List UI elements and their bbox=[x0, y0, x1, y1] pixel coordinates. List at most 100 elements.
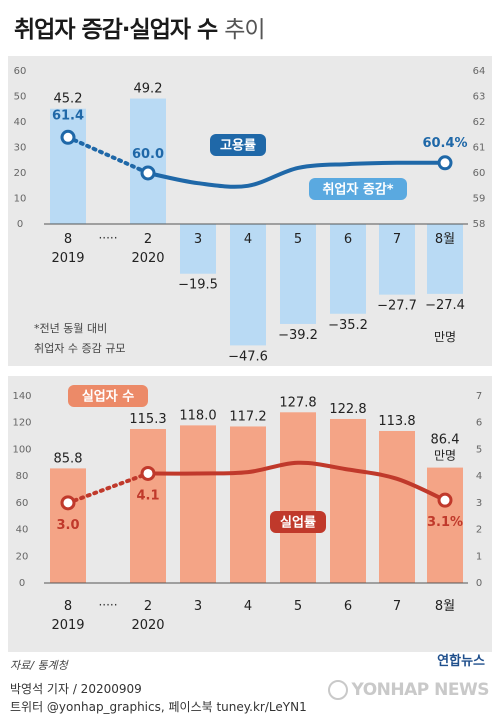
y-tick-left: 0 bbox=[17, 219, 23, 230]
bar bbox=[280, 224, 316, 324]
legend-line-label: 고용률 bbox=[220, 138, 256, 154]
byline: 박영석 기자 / 20200909 bbox=[10, 682, 142, 696]
bar bbox=[180, 425, 216, 583]
y-tick-left: 80 bbox=[16, 471, 29, 482]
y-tick-right: 5 bbox=[476, 444, 482, 455]
employment-chart-panel: 60 50 40 30 20 10 0 64 63 62 61 60 59 58 8 2 3 4 5 6 7 8월 ····… bbox=[8, 56, 492, 366]
yonhap-logo-small: 연합뉴스 bbox=[437, 654, 485, 669]
line-point bbox=[437, 155, 453, 171]
y-tick-left: 20 bbox=[16, 551, 29, 562]
category-label: 6 bbox=[344, 232, 352, 247]
y-tick-right: 2 bbox=[476, 525, 482, 536]
legend-line-label-box bbox=[270, 511, 326, 533]
unemployment-chart: 140 120 100 80 60 40 20 0 7 6 5 4 3 2 1 0 8 2 3 4 5 6 7 8월 ·····… bbox=[12, 385, 482, 633]
bar bbox=[130, 428, 166, 583]
y-tick-right: 3 bbox=[476, 498, 482, 509]
y-tick-right: 4 bbox=[476, 471, 482, 482]
bar bbox=[230, 224, 266, 346]
y-tick-left: 60 bbox=[14, 66, 27, 77]
y-tick-left: 140 bbox=[12, 391, 31, 402]
bar-value-label: 115.3 bbox=[129, 412, 166, 427]
bar bbox=[427, 467, 463, 583]
y-tick-left: 20 bbox=[14, 168, 27, 179]
legend-bar-label-box bbox=[68, 385, 148, 407]
category-label: 8월 bbox=[435, 599, 455, 614]
yonhap-news-logo: YONHAP NEWS bbox=[327, 680, 490, 700]
footnote: 취업자 수 증감 규모 bbox=[34, 342, 125, 355]
line-dotted-segment bbox=[66, 135, 150, 175]
bar-value-label: 45.2 bbox=[54, 92, 83, 107]
y-tick-left: 0 bbox=[19, 578, 25, 589]
y-tick-right: 58 bbox=[473, 219, 486, 230]
category-label: 3 bbox=[194, 599, 202, 614]
line-value-label: 3.1% bbox=[427, 515, 463, 530]
y-tick-left: 40 bbox=[16, 525, 29, 536]
bar-value-label: 122.8 bbox=[329, 402, 366, 417]
unemployment-chart-panel: 140 120 100 80 60 40 20 0 7 6 5 4 3 2 1 0 8 2 3 4 5 6 7 8월 ·····… bbox=[8, 376, 492, 652]
bar-value-label: 127.8 bbox=[279, 395, 316, 410]
bar-value-label: 86.4 bbox=[431, 433, 460, 448]
y-tick-right: 59 bbox=[473, 194, 486, 205]
y-tick-right: 1 bbox=[476, 551, 482, 562]
bar-value-label: −35.2 bbox=[328, 318, 368, 333]
unit-label: 만명 bbox=[434, 449, 456, 463]
category-label: 7 bbox=[393, 232, 401, 247]
legend-bar-label-box bbox=[309, 178, 407, 200]
bar bbox=[280, 412, 316, 583]
sns-credit: 트위터 @yonhap_graphics, 페이스북 tuney.kr/LeYN… bbox=[10, 700, 307, 714]
line-series bbox=[147, 160, 446, 189]
category-label: 4 bbox=[244, 232, 252, 247]
line-dotted-segment bbox=[66, 471, 150, 505]
bar-value-label: −27.7 bbox=[377, 299, 417, 314]
y-tick-right: 62 bbox=[473, 117, 486, 128]
line-point bbox=[140, 165, 156, 181]
category-label: 3 bbox=[194, 232, 202, 247]
source-note: 자료/ 통계청 bbox=[10, 659, 68, 672]
legend-bar-label: 취업자 증감* bbox=[322, 182, 393, 198]
line-value-label: 3.0 bbox=[56, 518, 79, 533]
line-point bbox=[60, 495, 76, 511]
category-label: 8 bbox=[64, 599, 72, 614]
y-tick-right: 64 bbox=[473, 66, 486, 77]
y-tick-left: 10 bbox=[14, 194, 27, 205]
y-tick-right: 0 bbox=[476, 578, 482, 589]
bar bbox=[230, 426, 266, 583]
yonhap-ring-icon bbox=[327, 680, 348, 700]
y-tick-left: 30 bbox=[14, 143, 27, 154]
bar-value-label: 113.8 bbox=[378, 414, 415, 429]
y-tick-right: 60 bbox=[473, 168, 486, 179]
category-label: 5 bbox=[294, 232, 302, 247]
bar bbox=[330, 418, 366, 583]
legend-bar-label: 실업자 수 bbox=[82, 389, 134, 405]
y-tick-left: 40 bbox=[14, 117, 27, 128]
y-tick-right: 63 bbox=[473, 92, 486, 103]
line-value-label: 60.4% bbox=[422, 136, 467, 151]
bar-value-label: 85.8 bbox=[54, 451, 83, 466]
bar bbox=[379, 224, 415, 295]
y-tick-left: 120 bbox=[12, 418, 31, 429]
bar-value-label: 49.2 bbox=[134, 82, 163, 97]
line-series bbox=[147, 460, 446, 503]
bar bbox=[427, 224, 463, 294]
category-label: 6 bbox=[344, 599, 352, 614]
year-label: 2020 bbox=[131, 251, 164, 266]
unit-label: 만명 bbox=[434, 330, 456, 344]
category-label: 8 bbox=[64, 232, 72, 247]
year-label: 2019 bbox=[51, 618, 84, 633]
bar-value-label: −19.5 bbox=[178, 278, 218, 293]
y-tick-right: 61 bbox=[473, 143, 486, 154]
category-label: 8월 bbox=[435, 232, 455, 247]
line-value-label: 61.4 bbox=[52, 108, 84, 123]
y-tick-right: 6 bbox=[476, 418, 482, 429]
line-point bbox=[60, 129, 76, 145]
bar bbox=[379, 430, 415, 583]
category-label: 2 bbox=[144, 232, 152, 247]
category-label: 7 bbox=[393, 599, 401, 614]
bar-value-label: 117.2 bbox=[229, 409, 266, 424]
bar bbox=[330, 224, 366, 314]
bar bbox=[50, 108, 86, 224]
employment-chart: 60 50 40 30 20 10 0 64 63 62 61 60 59 58 8 2 3 4 5 6 7 8월 ····… bbox=[14, 66, 486, 364]
category-label: 4 bbox=[244, 599, 252, 614]
category-label: 5 bbox=[294, 599, 302, 614]
category-label: 2 bbox=[144, 599, 152, 614]
